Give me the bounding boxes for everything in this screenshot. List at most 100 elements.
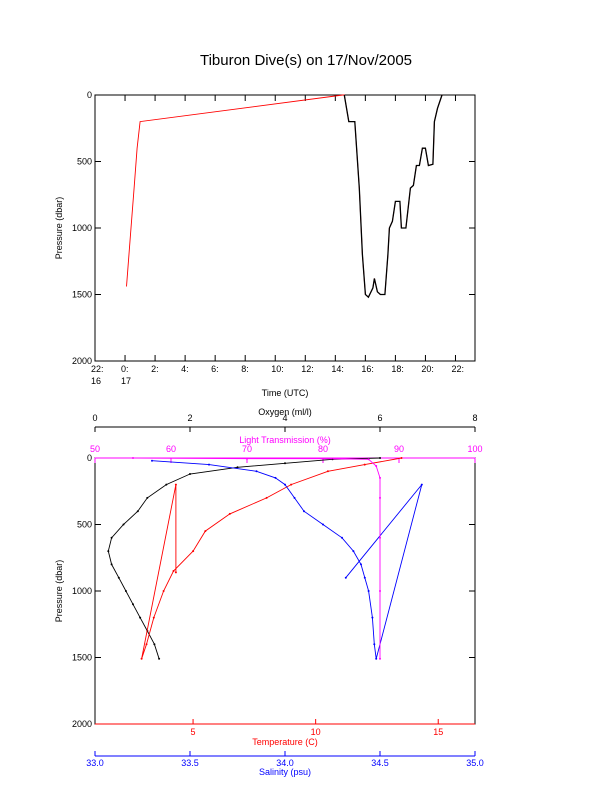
temperature-point [363, 463, 366, 466]
bottom-y-tick-label: 1500 [72, 653, 92, 663]
salinity-point [303, 510, 305, 513]
oxygen-point [146, 496, 149, 499]
top-x-tick-label: 22: [91, 364, 104, 374]
transmission-point [375, 465, 378, 467]
oxygen-tick-label: 6 [377, 413, 382, 423]
salinity-point [151, 459, 153, 462]
oxygen-point [110, 536, 113, 539]
bottom-y-tick-label: 2000 [72, 719, 92, 729]
transmission-tick-label: 90 [394, 444, 404, 454]
oxygen-profile-line [107, 457, 381, 659]
top-y-tick-label: 1000 [72, 223, 92, 233]
top-x-tick-label: 4: [181, 364, 189, 374]
top-x-tick-sublabel: 17 [121, 376, 131, 386]
oxygen-tick-label: 4 [282, 413, 287, 423]
temperature-point [145, 643, 148, 646]
oxygen-point [124, 590, 127, 592]
transmission-point [322, 457, 324, 460]
oxygen-point [122, 523, 125, 526]
salinity-point [367, 590, 370, 592]
oxygen-point [189, 473, 191, 475]
page-title: Tiburon Dive(s) on 17/Nov/2005 [199, 52, 413, 69]
bottom-y-axis-label: Pressure (dbar) [54, 560, 64, 623]
temperature-tick-label: 10 [311, 727, 321, 737]
temperature-point [204, 530, 207, 533]
transmission-axis-label: Light Transmission (%) [239, 435, 331, 445]
salinity-tick-label: 34.5 [371, 758, 389, 768]
top-x-tick-label: 16: [361, 364, 374, 374]
transmission-point [379, 536, 381, 539]
top-y-tick-label: 0 [87, 90, 92, 100]
top-series-black-line [343, 94, 443, 299]
salinity-point [360, 563, 362, 566]
temperature-axis-label: Temperature (C) [252, 737, 318, 747]
transmission-tick-label: 70 [242, 444, 252, 454]
top-y-ticks: 0 500 1000 1500 2000 [72, 90, 475, 366]
salinity-point [375, 657, 378, 660]
salinity-point [420, 483, 423, 486]
salinity-point [322, 523, 324, 526]
oxygen-point [284, 462, 286, 465]
transmission-point [246, 457, 248, 460]
oxygen-tick-label: 0 [92, 413, 97, 423]
top-series [126, 94, 443, 299]
bottom-y-tick-label: 1000 [72, 586, 92, 596]
transmission-tick-label: 50 [90, 444, 100, 454]
transmission-point [132, 457, 134, 459]
temperature-tick-label: 15 [433, 727, 443, 737]
top-x-tick-label: 8: [241, 364, 249, 374]
oxygen-point [139, 616, 142, 619]
oxygen-point [110, 563, 113, 566]
salinity-point [344, 576, 347, 579]
temperature-point [326, 470, 329, 473]
salinity-point [274, 476, 277, 479]
salinity-profile-line [151, 460, 423, 659]
top-x-axis-label: Time (UTC) [262, 388, 309, 398]
temperature-point [172, 570, 175, 572]
oxygen-point [117, 576, 120, 579]
bottom-chart: 0 500 1000 1500 2000 0 2 4 6 8 50 60 70 80 90 100 5 10… [54, 407, 484, 777]
salinity-tick-label: 33.0 [86, 758, 104, 768]
salinity-point [373, 643, 376, 646]
salinity-point [371, 616, 374, 619]
oxygen-point [158, 657, 161, 660]
transmission-point [367, 458, 370, 461]
oxygen-point [136, 510, 139, 513]
transmission-tick-label: 100 [467, 444, 482, 454]
temperature-point [400, 457, 403, 459]
oxygen-axis-label: Oxygen (ml/l) [258, 407, 312, 417]
temperature-point [174, 483, 177, 486]
temperature-point [290, 483, 293, 486]
transmission-profile-line [132, 457, 381, 659]
top-y-axis-label: Pressure (dbar) [54, 197, 64, 260]
oxygen-point [132, 603, 134, 606]
top-series-red-line [126, 94, 443, 298]
bottom-y-tick-label: 0 [87, 453, 92, 463]
oxygen-point [165, 483, 168, 486]
temperature-profile-line [141, 457, 402, 659]
top-x-tick-label: 20: [421, 364, 434, 374]
top-x-tick-label: 6: [211, 364, 219, 374]
salinity-tick-label: 34.0 [276, 758, 294, 768]
transmission-point [379, 657, 381, 660]
salinity-point [293, 496, 296, 499]
temperature-point [174, 571, 177, 574]
top-x-ticks: 22: 16 0: 17 2: 4: 6: 8: 10: 12: 14: 16: 18: 20: 22: [91, 95, 464, 386]
top-x-tick-label: 2: [151, 364, 159, 374]
oxygen-axis: 0 2 4 6 8 [92, 413, 478, 432]
salinity-tick-label: 35.0 [466, 758, 484, 768]
top-y-tick-label: 1500 [72, 290, 92, 300]
top-x-tick-label: 0: [121, 364, 129, 374]
salinity-point [208, 463, 210, 466]
oxygen-point [107, 550, 110, 553]
salinity-axis: 33.0 33.5 34.0 34.5 35.0 [86, 751, 484, 768]
top-plot-frame [94, 94, 476, 362]
oxygen-point [153, 643, 156, 646]
temperature-axis: 5 10 15 [95, 719, 475, 737]
temperature-point [140, 657, 143, 660]
transmission-tick-label: 60 [166, 444, 176, 454]
top-y-tick-label: 500 [77, 157, 92, 167]
top-x-tick-label: 10: [271, 364, 284, 374]
salinity-point [284, 483, 286, 486]
